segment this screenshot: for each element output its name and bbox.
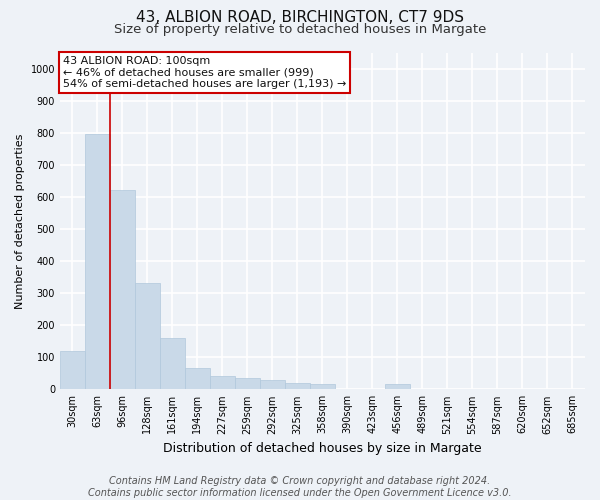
Bar — [385, 384, 410, 390]
Bar — [235, 378, 260, 390]
Bar — [135, 284, 160, 390]
Text: 43 ALBION ROAD: 100sqm
← 46% of detached houses are smaller (999)
54% of semi-de: 43 ALBION ROAD: 100sqm ← 46% of detached… — [62, 56, 346, 89]
Bar — [260, 380, 285, 390]
Bar — [60, 351, 85, 390]
X-axis label: Distribution of detached houses by size in Margate: Distribution of detached houses by size … — [163, 442, 482, 455]
Bar — [210, 376, 235, 390]
Text: 43, ALBION ROAD, BIRCHINGTON, CT7 9DS: 43, ALBION ROAD, BIRCHINGTON, CT7 9DS — [136, 10, 464, 25]
Bar — [310, 384, 335, 390]
Text: Contains HM Land Registry data © Crown copyright and database right 2024.
Contai: Contains HM Land Registry data © Crown c… — [88, 476, 512, 498]
Y-axis label: Number of detached properties: Number of detached properties — [15, 133, 25, 308]
Bar — [160, 338, 185, 390]
Bar — [285, 383, 310, 390]
Text: Size of property relative to detached houses in Margate: Size of property relative to detached ho… — [114, 22, 486, 36]
Bar — [110, 190, 135, 390]
Bar — [185, 368, 210, 390]
Bar — [85, 134, 110, 390]
